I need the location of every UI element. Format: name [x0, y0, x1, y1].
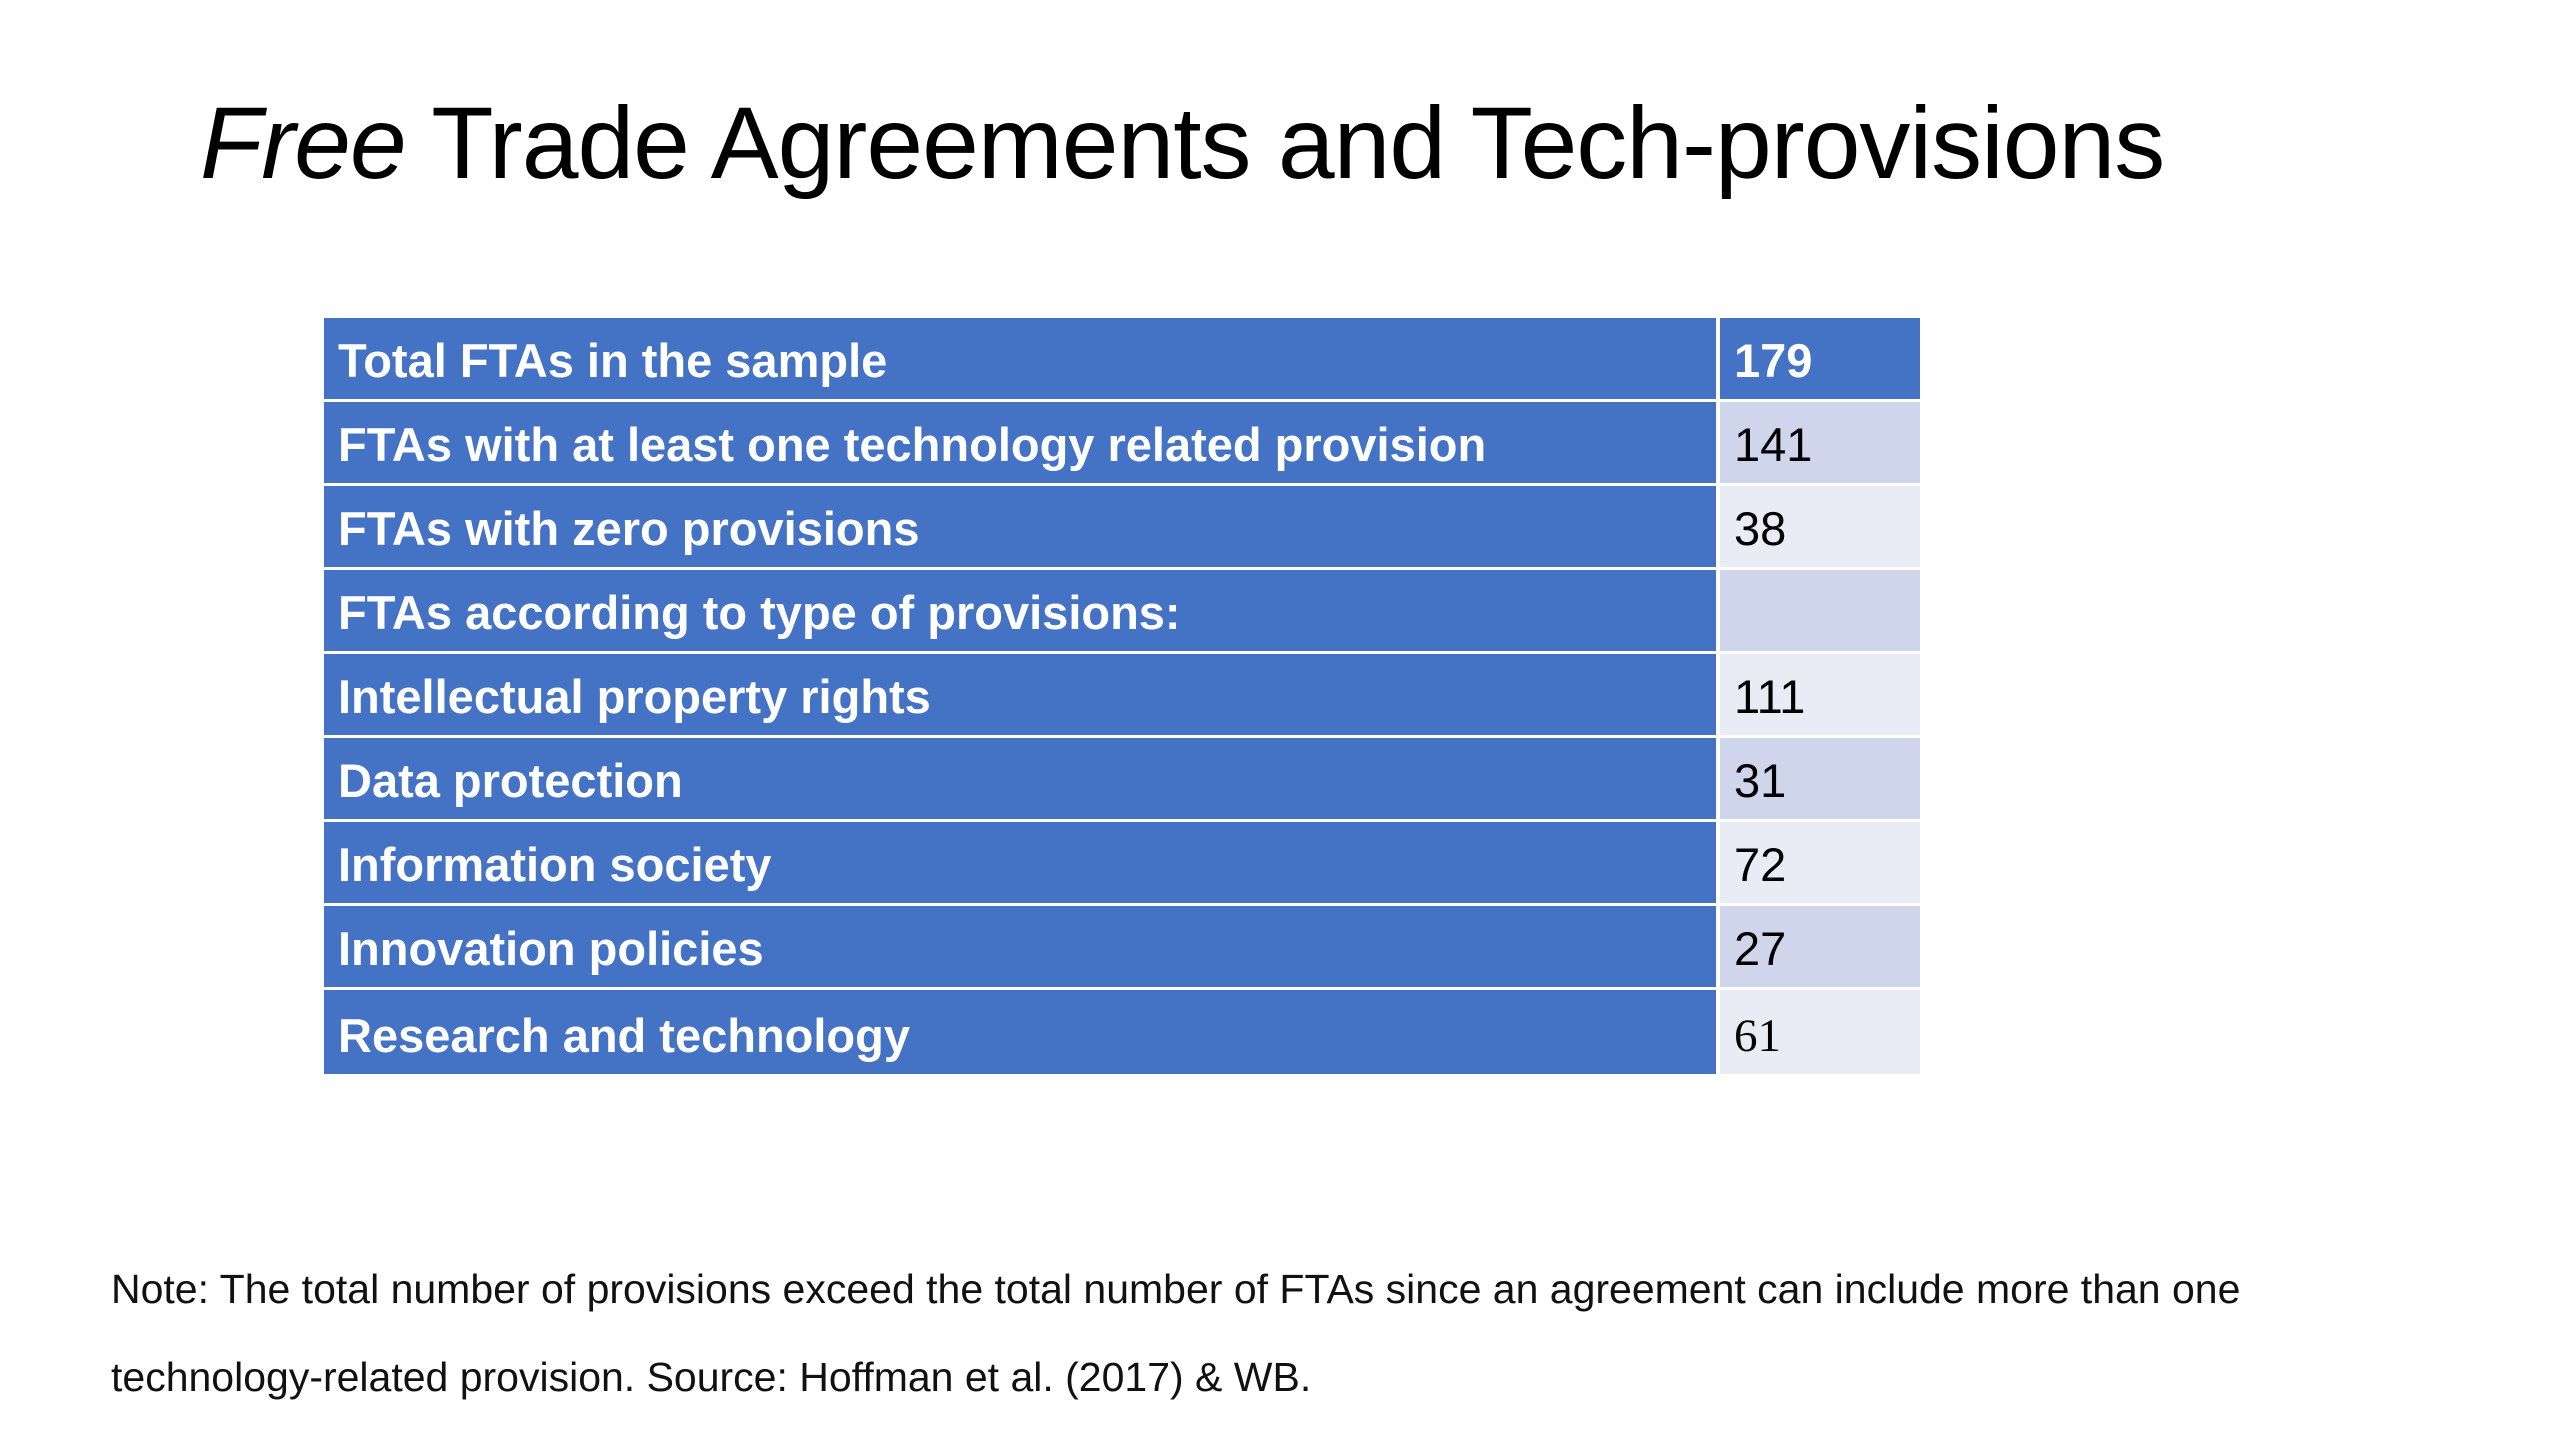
slide-title-rest: Trade Agreements and Tech-provisions [405, 86, 2165, 200]
row-label: FTAs with at least one technology relate… [324, 402, 1720, 486]
row-value: 72 [1720, 822, 1920, 906]
row-label: Total FTAs in the sample [324, 318, 1720, 402]
table-row: FTAs with zero provisions 38 [324, 486, 1920, 570]
row-value: 179 [1720, 318, 1920, 402]
table-row: Research and technology 61 [324, 990, 1920, 1074]
row-label: Research and technology [324, 990, 1720, 1074]
table-row: Information society 72 [324, 822, 1920, 906]
row-label: Innovation policies [324, 906, 1720, 990]
row-label: Information society [324, 822, 1720, 906]
slide-title: Free Trade Agreements and Tech-provision… [200, 82, 2165, 204]
table-row: Innovation policies 27 [324, 906, 1920, 990]
row-value: 27 [1720, 906, 1920, 990]
fta-provisions-table: Total FTAs in the sample 179 FTAs with a… [324, 318, 1920, 1074]
table-row: Data protection 31 [324, 738, 1920, 822]
row-label: FTAs with zero provisions [324, 486, 1720, 570]
table-row-section: FTAs according to type of provisions: [324, 570, 1920, 654]
table-row: FTAs with at least one technology relate… [324, 402, 1920, 486]
row-label: Intellectual property rights [324, 654, 1720, 738]
row-value: 111 [1720, 654, 1920, 738]
row-label: Data protection [324, 738, 1720, 822]
row-value [1720, 570, 1920, 654]
row-value: 141 [1720, 402, 1920, 486]
table-row-total: Total FTAs in the sample 179 [324, 318, 1920, 402]
row-value: 31 [1720, 738, 1920, 822]
row-value: 38 [1720, 486, 1920, 570]
row-value: 61 [1720, 990, 1920, 1074]
row-label: FTAs according to type of provisions: [324, 570, 1720, 654]
table-row: Intellectual property rights 111 [324, 654, 1920, 738]
source-note: Note: The total number of provisions exc… [111, 1266, 2241, 1400]
slide-title-emphasis: Free [200, 86, 407, 200]
